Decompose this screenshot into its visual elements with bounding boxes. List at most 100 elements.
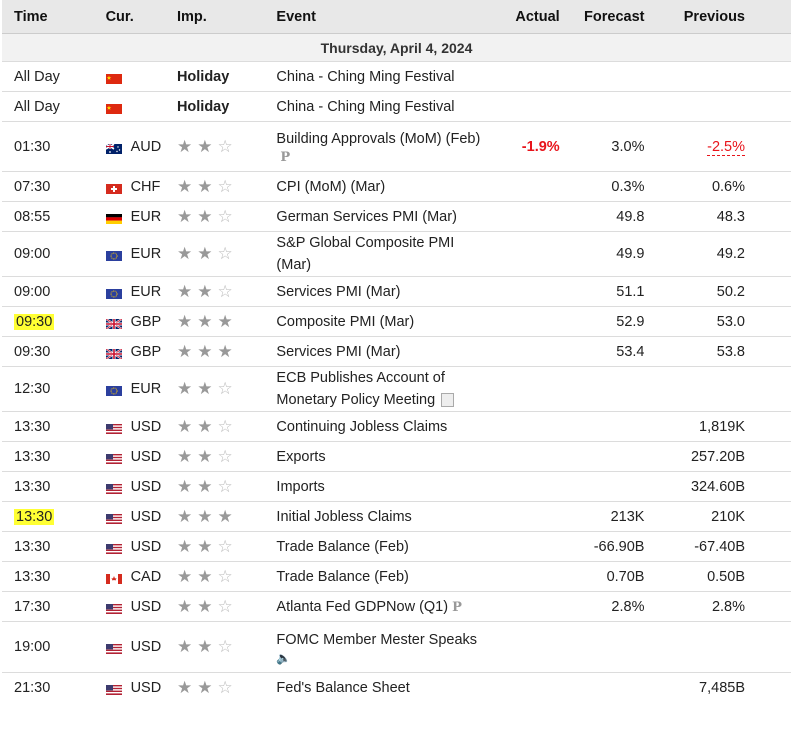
actual-cell <box>489 531 566 562</box>
forecast-value: 213K <box>610 508 645 525</box>
event-cell[interactable]: Services PMI (Mar) <box>276 336 490 367</box>
forecast-cell: 213K <box>565 501 645 532</box>
currency-cell: EUR <box>91 276 171 307</box>
importance-stars: ★★★ <box>170 501 277 532</box>
table-row[interactable]: 08:55 EUR ★★☆ German Services PMI (Mar) 49.8… <box>2 201 791 232</box>
star-empty-icon: ☆ <box>217 536 238 556</box>
table-row[interactable]: 09:30 GBP ★★★ Services PMI (Mar) 53.4 53.8 <box>2 336 791 367</box>
star-filled-icon: ★ <box>176 476 198 496</box>
event-cell[interactable]: CPI (MoM) (Mar) <box>276 171 490 202</box>
currency-cell: USD <box>91 621 171 673</box>
table-row[interactable]: 17:30 USD ★★☆ Atlanta Fed GDPNow (Q1) P 2.8% 2… <box>2 591 791 622</box>
event-name[interactable]: Fed's Balance Sheet <box>276 679 410 696</box>
event-name[interactable]: China - Ching Ming Festival <box>276 98 455 115</box>
event-name[interactable]: Services PMI (Mar) <box>276 283 401 300</box>
actual-cell <box>489 441 566 472</box>
event-cell[interactable]: Exports <box>276 441 490 472</box>
importance-stars: ★★☆ <box>170 231 277 277</box>
header-importance[interactable]: Imp. <box>170 0 277 34</box>
table-row[interactable]: 13:30 USD ★★☆ Imports 324.60B <box>2 471 791 502</box>
star-filled-icon: ★ <box>176 244 198 263</box>
star-filled-icon: ★ <box>176 379 198 398</box>
event-name[interactable]: ECB Publishes Account of Monetary Policy… <box>276 370 445 408</box>
event-name[interactable]: S&P Global Composite PMI (Mar) <box>276 235 455 273</box>
event-name[interactable]: Initial Jobless Claims <box>276 508 412 525</box>
forecast-value: 51.1 <box>616 283 645 300</box>
event-name[interactable]: Continuing Jobless Claims <box>276 418 448 435</box>
event-cell[interactable]: Atlanta Fed GDPNow (Q1) P <box>276 591 490 622</box>
event-cell[interactable]: German Services PMI (Mar) <box>276 201 490 232</box>
event-name[interactable]: Composite PMI (Mar) <box>276 313 415 330</box>
event-name[interactable]: FOMC Member Mester Speaks <box>276 632 478 648</box>
star-filled-icon: ★ <box>197 446 218 466</box>
speaker-icon[interactable]: 🔈 <box>276 651 292 665</box>
event-cell[interactable]: S&P Global Composite PMI (Mar) <box>276 231 490 277</box>
currency-code: EUR <box>130 208 162 225</box>
table-row[interactable]: 07:30 CHF ★★☆ CPI (MoM) (Mar) 0.3% 0.6% <box>2 171 791 202</box>
previous-cell: 53.8 <box>644 336 791 367</box>
star-filled-icon: ★ <box>176 677 198 697</box>
event-cell[interactable]: Trade Balance (Feb) <box>276 531 490 562</box>
event-cell[interactable]: Composite PMI (Mar) <box>276 306 490 337</box>
actual-cell <box>489 171 566 202</box>
event-name[interactable]: China - Ching Ming Festival <box>276 68 455 85</box>
header-actual[interactable]: Actual <box>489 0 566 34</box>
table-row[interactable]: 19:00 USD ★★☆ FOMC Member Mester Speaks 🔈 <box>2 621 791 673</box>
event-cell[interactable]: FOMC Member Mester Speaks 🔈 <box>276 621 490 673</box>
event-cell[interactable]: Building Approvals (MoM) (Feb) P <box>276 121 490 172</box>
event-cell[interactable]: Trade Balance (Feb) <box>276 561 490 592</box>
table-row[interactable]: 09:00 EUR ★★☆ S&P Global Composite PMI (Mar… <box>2 231 791 277</box>
us-flag-icon <box>105 422 122 434</box>
preliminary-icon[interactable]: P <box>452 599 462 615</box>
event-name[interactable]: German Services PMI (Mar) <box>276 208 457 225</box>
actual-cell <box>489 591 566 622</box>
previous-value[interactable]: -2.5% <box>707 138 745 156</box>
table-row[interactable]: 13:30 USD ★★☆ Trade Balance (Feb) -66.90B -67… <box>2 531 791 562</box>
header-event[interactable]: Event <box>276 0 490 34</box>
event-cell[interactable]: Initial Jobless Claims <box>276 501 490 532</box>
currency-code: USD <box>130 478 162 495</box>
table-row[interactable]: 13:30 USD ★★☆ Exports 257.20B <box>2 441 791 472</box>
time-cell: 07:30 <box>2 171 92 202</box>
table-row[interactable]: All Day Holiday China - Ching Ming Festiva… <box>2 91 791 122</box>
header-time[interactable]: Time <box>2 0 92 34</box>
event-name[interactable]: CPI (MoM) (Mar) <box>276 178 386 195</box>
table-row[interactable]: 09:30 GBP ★★★ Composite PMI (Mar) 52.9 53.0 <box>2 306 791 337</box>
time-cell: 09:00 <box>2 276 92 307</box>
event-name[interactable]: Exports <box>276 448 326 465</box>
event-cell[interactable]: Fed's Balance Sheet <box>276 672 490 703</box>
event-name[interactable]: Building Approvals (MoM) (Feb) <box>276 131 481 147</box>
actual-cell <box>489 621 566 673</box>
event-cell[interactable]: ECB Publishes Account of Monetary Policy… <box>276 366 490 412</box>
event-name[interactable]: Imports <box>276 478 325 495</box>
table-row[interactable]: 21:30 USD ★★☆ Fed's Balance Sheet 7,485B <box>2 672 791 703</box>
event-name[interactable]: Trade Balance (Feb) <box>276 538 409 555</box>
currency-code: USD <box>130 508 162 525</box>
event-cell[interactable]: Services PMI (Mar) <box>276 276 490 307</box>
table-row[interactable]: 12:30 EUR ★★☆ ECB Publishes Account of Mone… <box>2 366 791 412</box>
preliminary-icon[interactable]: P <box>280 150 291 165</box>
table-row[interactable]: 09:00 EUR ★★☆ Services PMI (Mar) 51.1 50.2 <box>2 276 791 307</box>
time-cell: 13:30 <box>2 561 92 592</box>
event-cell[interactable]: China - Ching Ming Festival <box>276 91 490 122</box>
star-filled-icon: ★ <box>176 637 198 656</box>
event-name[interactable]: Trade Balance (Feb) <box>276 568 409 585</box>
event-time: 09:00 <box>14 283 51 300</box>
header-previous[interactable]: Previous <box>644 0 791 34</box>
star-filled-icon: ★ <box>217 506 238 526</box>
table-row[interactable]: 13:30 USD ★★☆ Continuing Jobless Claims 1,81… <box>2 411 791 442</box>
event-cell[interactable]: China - Ching Ming Festival <box>276 61 490 92</box>
document-icon[interactable] <box>441 393 455 408</box>
header-forecast[interactable]: Forecast <box>565 0 645 34</box>
table-row[interactable]: All Day Holiday China - Ching Ming Festiva… <box>2 61 791 92</box>
event-name[interactable]: Services PMI (Mar) <box>276 343 401 360</box>
event-name[interactable]: Atlanta Fed GDPNow (Q1) <box>276 598 449 615</box>
currency-code: USD <box>130 679 162 696</box>
table-row[interactable]: 13:30 USD ★★★ Initial Jobless Claims 213K 210… <box>2 501 791 532</box>
forecast-cell: 0.3% <box>565 171 645 202</box>
event-cell[interactable]: Continuing Jobless Claims <box>276 411 490 442</box>
header-currency[interactable]: Cur. <box>91 0 171 34</box>
event-cell[interactable]: Imports <box>276 471 490 502</box>
table-row[interactable]: 13:30 CAD ★★☆ Trade Balance (Feb) 0.70B 0.50B <box>2 561 791 592</box>
table-row[interactable]: 01:30 AUD ★★☆ Building Approvals (MoM) (Feb… <box>2 121 791 172</box>
